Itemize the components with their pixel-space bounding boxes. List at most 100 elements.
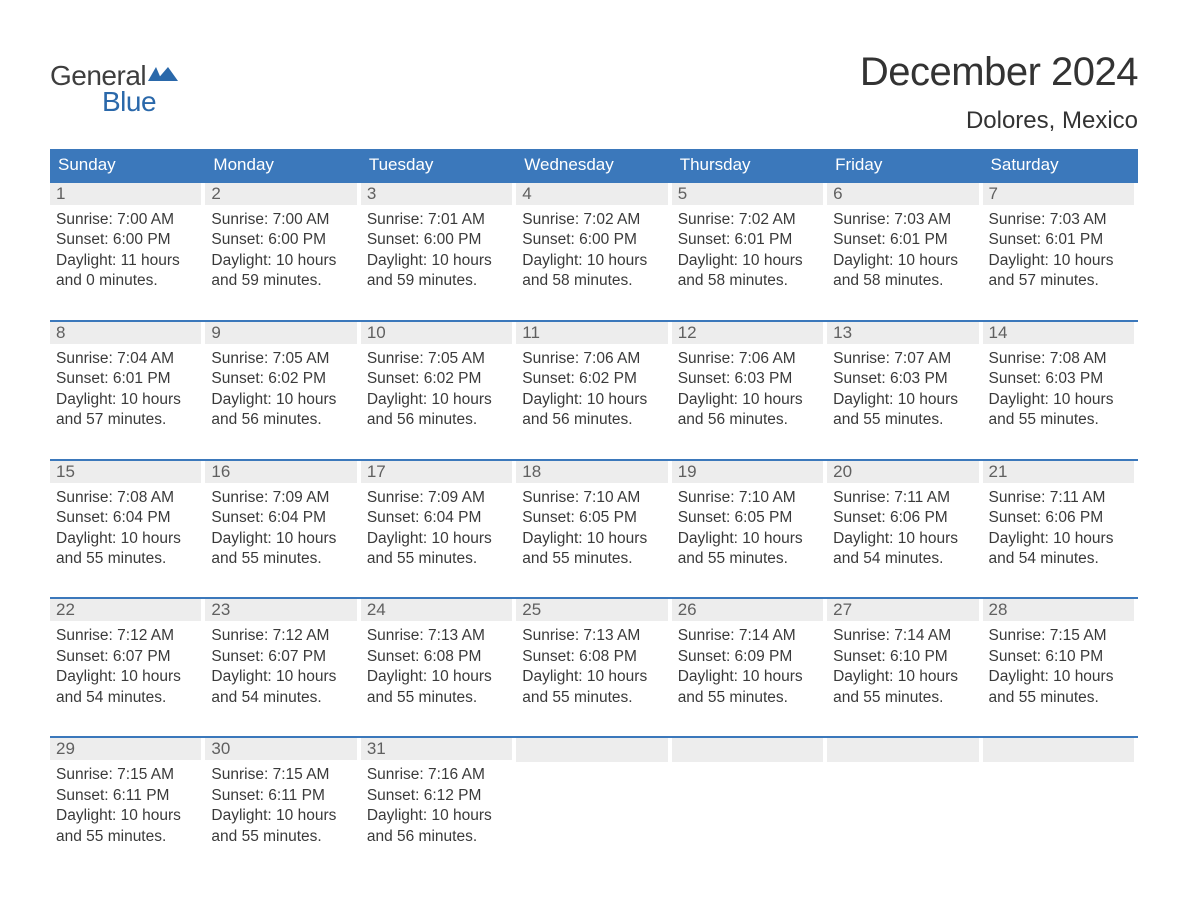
sunrise-text: Sunrise: 7:14 AM — [833, 626, 972, 646]
day-content: Sunrise: 7:15 AMSunset: 6:10 PMDaylight:… — [983, 621, 1134, 712]
calendar-day-cell: 19Sunrise: 7:10 AMSunset: 6:05 PMDayligh… — [672, 461, 827, 574]
day-number: 14 — [983, 322, 1134, 344]
sunrise-text: Sunrise: 7:01 AM — [367, 210, 506, 230]
sunset-text: Sunset: 6:04 PM — [56, 508, 195, 528]
day-content: Sunrise: 7:07 AMSunset: 6:03 PMDaylight:… — [827, 344, 978, 435]
daylight-text: Daylight: 10 hours — [833, 667, 972, 687]
day-content: Sunrise: 7:15 AMSunset: 6:11 PMDaylight:… — [205, 760, 356, 851]
sunset-text: Sunset: 6:11 PM — [56, 786, 195, 806]
calendar-week-row: 1Sunrise: 7:00 AMSunset: 6:00 PMDaylight… — [50, 181, 1138, 296]
daylight-text: Daylight: 10 hours — [211, 251, 350, 271]
calendar-week-row: 15Sunrise: 7:08 AMSunset: 6:04 PMDayligh… — [50, 459, 1138, 574]
calendar-day-cell — [983, 738, 1138, 851]
weekday-header: Thursday — [672, 149, 827, 181]
calendar-day-cell: 2Sunrise: 7:00 AMSunset: 6:00 PMDaylight… — [205, 183, 360, 296]
calendar-day-cell: 23Sunrise: 7:12 AMSunset: 6:07 PMDayligh… — [205, 599, 360, 712]
daylight-text: and 56 minutes. — [522, 410, 661, 430]
daylight-text: and 54 minutes. — [989, 549, 1128, 569]
day-number — [516, 738, 667, 762]
sunset-text: Sunset: 6:00 PM — [211, 230, 350, 250]
sunrise-text: Sunrise: 7:09 AM — [211, 488, 350, 508]
daylight-text: Daylight: 10 hours — [211, 529, 350, 549]
day-content: Sunrise: 7:03 AMSunset: 6:01 PMDaylight:… — [827, 205, 978, 296]
day-content: Sunrise: 7:12 AMSunset: 6:07 PMDaylight:… — [205, 621, 356, 712]
daylight-text: Daylight: 10 hours — [833, 251, 972, 271]
day-number: 29 — [50, 738, 201, 760]
daylight-text: Daylight: 10 hours — [989, 251, 1128, 271]
day-number: 30 — [205, 738, 356, 760]
weekday-header-row: Sunday Monday Tuesday Wednesday Thursday… — [50, 149, 1138, 181]
daylight-text: and 58 minutes. — [833, 271, 972, 291]
daylight-text: Daylight: 10 hours — [211, 806, 350, 826]
sunrise-text: Sunrise: 7:08 AM — [989, 349, 1128, 369]
day-content: Sunrise: 7:03 AMSunset: 6:01 PMDaylight:… — [983, 205, 1134, 296]
weekday-header: Saturday — [983, 149, 1138, 181]
daylight-text: Daylight: 10 hours — [522, 390, 661, 410]
daylight-text: and 55 minutes. — [833, 688, 972, 708]
sunset-text: Sunset: 6:07 PM — [211, 647, 350, 667]
sunset-text: Sunset: 6:01 PM — [989, 230, 1128, 250]
sunset-text: Sunset: 6:06 PM — [833, 508, 972, 528]
sunset-text: Sunset: 6:10 PM — [833, 647, 972, 667]
daylight-text: Daylight: 10 hours — [211, 390, 350, 410]
weekday-header: Tuesday — [361, 149, 516, 181]
day-number — [672, 738, 823, 762]
calendar-day-cell: 16Sunrise: 7:09 AMSunset: 6:04 PMDayligh… — [205, 461, 360, 574]
day-content: Sunrise: 7:09 AMSunset: 6:04 PMDaylight:… — [361, 483, 512, 574]
daylight-text: and 54 minutes. — [56, 688, 195, 708]
sunrise-text: Sunrise: 7:02 AM — [522, 210, 661, 230]
calendar-day-cell: 11Sunrise: 7:06 AMSunset: 6:02 PMDayligh… — [516, 322, 671, 435]
calendar-day-cell: 12Sunrise: 7:06 AMSunset: 6:03 PMDayligh… — [672, 322, 827, 435]
day-content: Sunrise: 7:09 AMSunset: 6:04 PMDaylight:… — [205, 483, 356, 574]
day-number: 31 — [361, 738, 512, 760]
sunrise-text: Sunrise: 7:11 AM — [989, 488, 1128, 508]
sunrise-text: Sunrise: 7:13 AM — [522, 626, 661, 646]
day-number: 5 — [672, 183, 823, 205]
calendar-day-cell — [827, 738, 982, 851]
day-number: 9 — [205, 322, 356, 344]
day-content: Sunrise: 7:00 AMSunset: 6:00 PMDaylight:… — [205, 205, 356, 296]
daylight-text: Daylight: 10 hours — [678, 667, 817, 687]
calendar-day-cell — [672, 738, 827, 851]
daylight-text: and 55 minutes. — [833, 410, 972, 430]
calendar-day-cell: 25Sunrise: 7:13 AMSunset: 6:08 PMDayligh… — [516, 599, 671, 712]
daylight-text: and 55 minutes. — [989, 410, 1128, 430]
sunrise-text: Sunrise: 7:15 AM — [56, 765, 195, 785]
day-content: Sunrise: 7:02 AMSunset: 6:00 PMDaylight:… — [516, 205, 667, 296]
sunrise-text: Sunrise: 7:14 AM — [678, 626, 817, 646]
daylight-text: Daylight: 10 hours — [522, 667, 661, 687]
day-content: Sunrise: 7:08 AMSunset: 6:04 PMDaylight:… — [50, 483, 201, 574]
day-content: Sunrise: 7:05 AMSunset: 6:02 PMDaylight:… — [361, 344, 512, 435]
day-content: Sunrise: 7:16 AMSunset: 6:12 PMDaylight:… — [361, 760, 512, 851]
calendar-day-cell: 5Sunrise: 7:02 AMSunset: 6:01 PMDaylight… — [672, 183, 827, 296]
sunset-text: Sunset: 6:00 PM — [56, 230, 195, 250]
day-number: 13 — [827, 322, 978, 344]
day-content: Sunrise: 7:15 AMSunset: 6:11 PMDaylight:… — [50, 760, 201, 851]
daylight-text: and 56 minutes. — [367, 410, 506, 430]
daylight-text: and 55 minutes. — [367, 549, 506, 569]
brand-logo: General Blue — [50, 60, 178, 118]
calendar-day-cell — [516, 738, 671, 851]
calendar: Sunday Monday Tuesday Wednesday Thursday… — [50, 149, 1138, 851]
daylight-text: and 58 minutes. — [522, 271, 661, 291]
location-label: Dolores, Mexico — [860, 107, 1138, 135]
calendar-day-cell: 28Sunrise: 7:15 AMSunset: 6:10 PMDayligh… — [983, 599, 1138, 712]
daylight-text: Daylight: 10 hours — [367, 806, 506, 826]
day-number: 12 — [672, 322, 823, 344]
daylight-text: and 0 minutes. — [56, 271, 195, 291]
sunrise-text: Sunrise: 7:03 AM — [833, 210, 972, 230]
sunrise-text: Sunrise: 7:10 AM — [678, 488, 817, 508]
calendar-day-cell: 7Sunrise: 7:03 AMSunset: 6:01 PMDaylight… — [983, 183, 1138, 296]
daylight-text: and 55 minutes. — [367, 688, 506, 708]
sunrise-text: Sunrise: 7:16 AM — [367, 765, 506, 785]
daylight-text: and 55 minutes. — [522, 688, 661, 708]
daylight-text: and 55 minutes. — [989, 688, 1128, 708]
weekday-header: Sunday — [50, 149, 205, 181]
day-content: Sunrise: 7:08 AMSunset: 6:03 PMDaylight:… — [983, 344, 1134, 435]
sunrise-text: Sunrise: 7:03 AM — [989, 210, 1128, 230]
day-content: Sunrise: 7:13 AMSunset: 6:08 PMDaylight:… — [516, 621, 667, 712]
sunrise-text: Sunrise: 7:07 AM — [833, 349, 972, 369]
daylight-text: and 57 minutes. — [56, 410, 195, 430]
sunrise-text: Sunrise: 7:10 AM — [522, 488, 661, 508]
day-content: Sunrise: 7:11 AMSunset: 6:06 PMDaylight:… — [983, 483, 1134, 574]
